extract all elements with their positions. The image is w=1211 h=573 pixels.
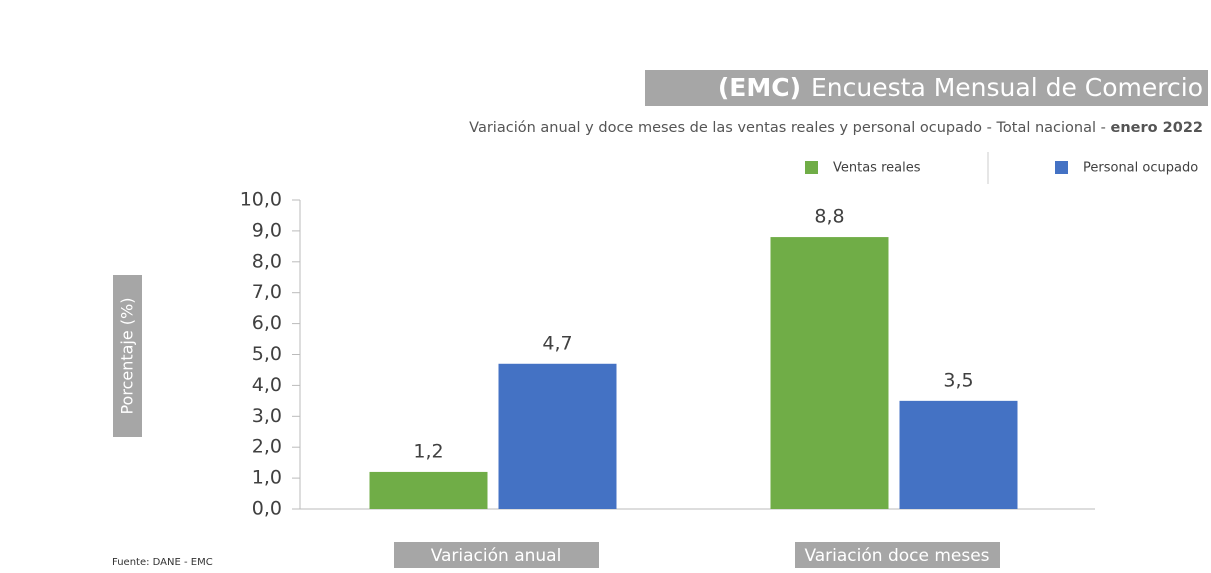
y-tick-label: 7,0 [252,281,282,303]
y-tick-label: 5,0 [252,343,282,365]
bar [770,237,889,509]
x-tick-label: Variación doce meses [804,546,989,566]
y-tick-label: 1,0 [252,467,282,489]
y-tick-label: 2,0 [252,436,282,458]
y-tick-label: 6,0 [252,312,282,334]
legend-swatch [1055,161,1068,174]
category-box [394,542,599,568]
bar [498,363,617,509]
y-tick-label: 0,0 [252,498,282,520]
y-tick-label: 3,0 [252,405,282,427]
source: Fuente: DANE - EMC [112,557,213,568]
y-tick-label: 8,0 [252,250,282,272]
x-tick-label: Variación anual [431,546,562,566]
bar [369,471,488,509]
value-label: 8,8 [814,206,844,228]
value-label: 3,5 [943,369,973,391]
category-box [795,542,1000,568]
legend-label: Ventas reales [833,161,921,176]
y-axis-label: Porcentaje (%) [118,297,137,414]
y-label-box [113,275,142,437]
chart-title: (EMC) Encuesta Mensual de Comercio [718,73,1203,102]
y-tick-label: 10,0 [240,189,282,211]
y-tick-label: 4,0 [252,374,282,396]
subtitle: Variación anual y doce meses de las vent… [469,120,1203,136]
subtitle-period: enero 2022 [1110,120,1203,136]
bar [899,400,1018,509]
subtitle-text: Variación anual y doce meses de las vent… [469,120,1110,136]
value-label: 1,2 [413,440,443,462]
value-label: 4,7 [542,332,572,354]
legend-swatch [805,161,818,174]
y-tick-label: 9,0 [252,219,282,241]
title-text: Encuesta Mensual de Comercio [811,73,1203,102]
title-box [645,70,1208,106]
legend-label: Personal ocupado [1083,161,1198,176]
title-abbr: (EMC) [718,73,801,102]
